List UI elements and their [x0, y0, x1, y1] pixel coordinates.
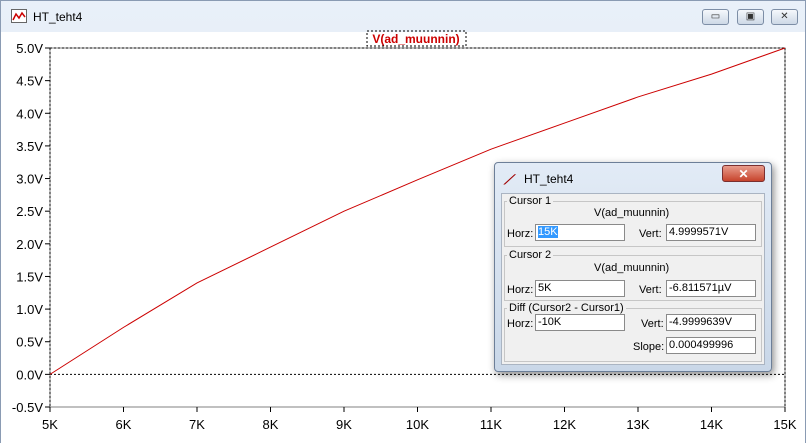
cursor1-horz-label: Horz: [507, 228, 534, 240]
diff-group-label: Diff (Cursor2 - Cursor1) [507, 302, 626, 314]
cursor2-group-label: Cursor 2 [507, 249, 554, 261]
diff-group [504, 308, 762, 362]
y-tick-label: 0.0V [16, 367, 43, 382]
diff-slope-label: Slope: [633, 341, 665, 353]
ltspice-icon: ⟋ [504, 172, 514, 187]
x-tick-label: 8K [263, 417, 279, 432]
cursor1-trace: V(ad_muunnin) [594, 207, 670, 219]
trace-line [49, 47, 786, 375]
trace-label-box [366, 30, 467, 47]
x-tick-label: 13K [626, 417, 649, 432]
cursor1-horz-value: 15K [538, 226, 558, 238]
y-tick-label: 3.0V [16, 172, 43, 187]
cursor1-group [504, 201, 762, 247]
diff-vert-label: Vert: [641, 318, 664, 330]
cursor-dialog: ⟋ HT_teht4 ✕ Cursor 1 V(ad_muunnin) Horz… [494, 162, 772, 372]
x-tick-label: 12K [553, 417, 576, 432]
y-tick-label: 1.5V [16, 269, 43, 284]
diff-slope-field[interactable]: 0.000499996 [666, 337, 756, 354]
cursor1-vert-label: Vert: [639, 228, 662, 240]
y-tick-label: 4.5V [16, 74, 43, 89]
cursor2-group [504, 255, 762, 301]
title-bar[interactable]: HT_teht4 ▭ ▣ ✕ [1, 1, 805, 33]
x-tick-label: 9K [336, 417, 352, 432]
window-title: HT_teht4 [33, 10, 83, 24]
close-button[interactable]: ✕ [771, 9, 798, 25]
diff-horz-field[interactable]: -10K [535, 314, 625, 331]
restore-button[interactable]: ▣ [737, 9, 764, 25]
y-tick-label: -0.5V [12, 400, 43, 415]
dialog-body: Cursor 1 V(ad_muunnin) Horz: 15K Vert: 4… [501, 193, 765, 365]
minimize-button[interactable]: ▭ [702, 9, 729, 25]
x-tick-label: 6K [116, 417, 132, 432]
x-tick-label: 15K [773, 417, 796, 432]
cursor1-horz-field[interactable]: 15K [535, 224, 625, 241]
y-tick-label: 2.5V [16, 204, 43, 219]
diff-vert-field[interactable]: -4.9999639V [666, 314, 756, 331]
x-tick-label: 10K [406, 417, 429, 432]
cursor1-group-label: Cursor 1 [507, 195, 554, 207]
y-tick-label: 4.0V [16, 106, 43, 121]
dialog-close-button[interactable]: ✕ [722, 165, 765, 182]
trace-label[interactable]: V(ad_muunnin) [372, 32, 459, 46]
cursor2-horz-field[interactable]: 5K [535, 280, 625, 297]
y-tick-label: 2.0V [16, 237, 43, 252]
x-tick-label: 7K [189, 417, 205, 432]
cursor2-vert-field[interactable]: -6.811571µV [666, 280, 756, 297]
cursor2-vert-label: Vert: [639, 284, 662, 296]
cursor2-horz-label: Horz: [507, 284, 534, 296]
y-tick-label: 3.5V [16, 139, 43, 154]
y-tick-label: 1.0V [16, 302, 43, 317]
x-tick-label: 5K [42, 417, 58, 432]
dialog-title: HT_teht4 [524, 172, 574, 186]
cursor1-vert-field[interactable]: 4.9999571V [666, 224, 756, 241]
cursor2-trace: V(ad_muunnin) [594, 262, 670, 274]
y-tick-label: 0.5V [16, 335, 43, 350]
x-tick-label: 11K [480, 417, 502, 432]
waveform-icon [11, 9, 27, 23]
diff-horz-label: Horz: [507, 318, 534, 330]
y-tick-label: 5.0V [16, 41, 43, 56]
x-tick-label: 14K [700, 417, 723, 432]
